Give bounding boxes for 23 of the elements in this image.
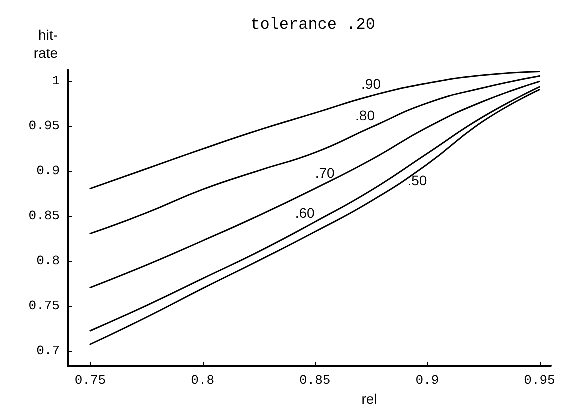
y-tick-label: 0.85 (28, 208, 60, 224)
y-tick-label: 0.9 (36, 163, 60, 178)
y-tick-label: 0.75 (28, 298, 60, 314)
series-label: .70 (315, 164, 336, 181)
y-tick-label: 0.8 (36, 253, 60, 268)
y-axis-title: hit- rate (34, 27, 58, 61)
y-tick-label: 1 (52, 73, 60, 88)
line-series (90, 71, 541, 190)
y-tick-label: 0.7 (36, 343, 60, 358)
line-series (90, 76, 541, 235)
x-axis-title: rel (362, 391, 378, 407)
x-tick-label: 0.75 (74, 373, 106, 388)
series-label: .50 (408, 172, 428, 188)
series-label: .90 (362, 76, 382, 92)
x-tick-label: 0.95 (524, 373, 556, 388)
chart-title: tolerance .20 (250, 16, 376, 34)
x-tick-label: 0.8 (191, 373, 214, 388)
x-tick-label: 0.9 (416, 373, 440, 388)
y-tick-label: 0.95 (28, 118, 60, 134)
line-series (90, 80, 541, 289)
x-tick-label: 0.85 (300, 373, 331, 388)
series-label: .60 (295, 205, 316, 222)
series-label: .80 (356, 108, 376, 124)
